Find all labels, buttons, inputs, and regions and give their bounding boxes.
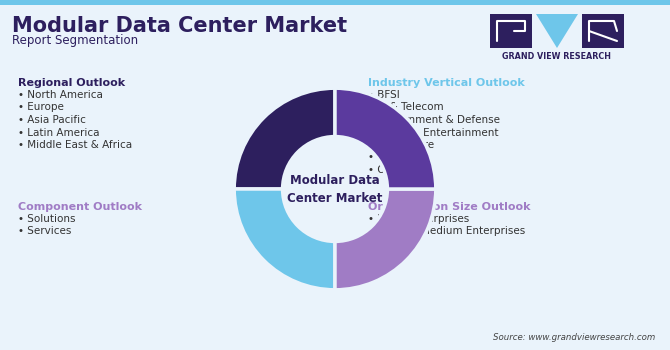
Text: Regional Outlook: Regional Outlook (18, 78, 125, 88)
Text: Industry Vertical Outlook: Industry Vertical Outlook (368, 78, 525, 88)
Text: • Government & Defense: • Government & Defense (368, 115, 500, 125)
Text: • Solutions: • Solutions (18, 214, 76, 224)
Wedge shape (335, 88, 436, 189)
FancyBboxPatch shape (582, 14, 624, 48)
Text: • Healthcare: • Healthcare (368, 140, 434, 150)
Text: • Retail: • Retail (368, 153, 407, 162)
Text: • North America: • North America (18, 90, 103, 100)
Text: Modular Data
Center Market: Modular Data Center Market (287, 174, 383, 204)
Text: • Asia Pacific: • Asia Pacific (18, 115, 86, 125)
Text: • BFSI: • BFSI (368, 90, 400, 100)
Text: • IT & Telecom: • IT & Telecom (368, 103, 444, 112)
Text: • Services: • Services (18, 226, 72, 237)
Text: Modular Data Center Market: Modular Data Center Market (12, 16, 347, 36)
Text: Report Segmentation: Report Segmentation (12, 34, 138, 47)
Text: • Others: • Others (368, 165, 413, 175)
Text: Source: www.grandviewresearch.com: Source: www.grandviewresearch.com (492, 333, 655, 342)
Wedge shape (234, 88, 335, 189)
Text: • Latin America: • Latin America (18, 127, 100, 138)
Text: • Media & Entertainment: • Media & Entertainment (368, 127, 498, 138)
Text: • Middle East & Africa: • Middle East & Africa (18, 140, 132, 150)
Text: • Small & Medium Enterprises: • Small & Medium Enterprises (368, 226, 525, 237)
Text: Component Outlook: Component Outlook (18, 202, 142, 212)
Text: Organization Size Outlook: Organization Size Outlook (368, 202, 531, 212)
Wedge shape (234, 189, 335, 290)
Text: GRAND VIEW RESEARCH: GRAND VIEW RESEARCH (502, 52, 612, 61)
FancyBboxPatch shape (490, 14, 532, 48)
FancyBboxPatch shape (0, 0, 670, 5)
Text: • Europe: • Europe (18, 103, 64, 112)
Wedge shape (335, 189, 436, 290)
Polygon shape (536, 14, 578, 48)
Text: • Large Enterprises: • Large Enterprises (368, 214, 469, 224)
